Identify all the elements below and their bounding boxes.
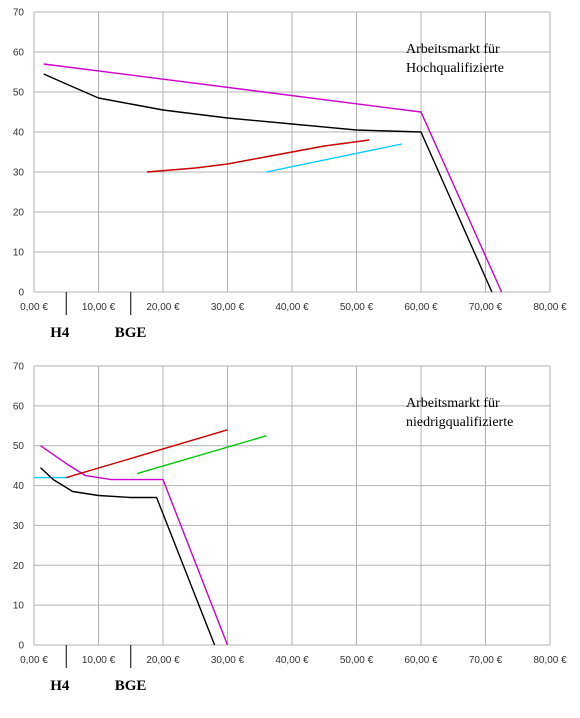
series-line-3 [146,139,370,173]
y-tick-label: 20 [13,208,25,219]
series-line-4 [266,143,402,173]
y-tick-label: 50 [13,88,25,99]
marker-label-h4: H4 [50,678,70,694]
y-tick-label: 70 [13,8,25,19]
x-tick-label: 80,00 € [533,302,567,313]
x-tick-label: 40,00 € [275,655,309,666]
x-tick-label: 0,00 € [20,302,48,313]
series-line-3 [40,467,216,646]
x-tick-label: 70,00 € [469,302,503,313]
x-tick-label: 10,00 € [82,655,116,666]
y-tick-label: 10 [13,601,25,612]
marker-label-bge: BGE [115,678,147,694]
x-tick-label: 40,00 € [275,302,309,313]
x-tick-label: 30,00 € [211,655,245,666]
y-tick-label: 40 [13,481,25,492]
y-tick-label: 70 [13,362,25,373]
y-tick-label: 40 [13,128,25,139]
x-tick-label: 50,00 € [340,302,374,313]
series-line-2 [43,73,493,293]
x-tick-label: 60,00 € [404,302,438,313]
y-tick-label: 20 [13,561,25,572]
grid [33,11,551,293]
y-tick-label: 30 [13,168,25,179]
chart-1: 0,00 € 10,00 € 20,00 € 30,00 € 40,00 € 50,00 … [13,8,567,342]
x-tick-label: 0,00 € [20,655,48,666]
series-line-4 [66,429,228,479]
marker-label-bge: BGE [115,325,147,341]
x-tick-label: 70,00 € [469,655,503,666]
chart-2: 0,00 € 10,00 € 20,00 € 30,00 € 40,00 € 50,00 … [13,362,567,695]
series-line-2 [40,445,229,646]
y-tick-label: 10 [13,248,25,259]
x-tick-label: 80,00 € [533,655,567,666]
y-tick-label: 0 [18,641,24,652]
y-tick-label: 30 [13,521,25,532]
y-tick-label: 60 [13,48,25,59]
x-tick-label: 20,00 € [146,655,180,666]
chart-annotation-line: niedrigqualifizierte [406,415,513,430]
y-tick-label: 60 [13,401,25,412]
y-tick-label: 50 [13,441,25,452]
y-tick-label: 0 [18,288,24,299]
x-tick-label: 60,00 € [404,655,438,666]
chart-annotation-line: Arbeitsmarkt für [406,396,500,411]
series-line-1 [43,63,503,293]
x-tick-label: 50,00 € [340,655,374,666]
x-tick-label: 20,00 € [146,302,180,313]
x-tick-label: 10,00 € [82,302,116,313]
grid [33,365,551,646]
series-line-5 [137,435,267,475]
chart-annotation-line: Arbeitsmarkt für [406,42,500,57]
x-tick-label: 30,00 € [211,302,245,313]
marker-label-h4: H4 [50,325,70,341]
chart-annotation-line: Hochqualifizierte [406,61,504,76]
